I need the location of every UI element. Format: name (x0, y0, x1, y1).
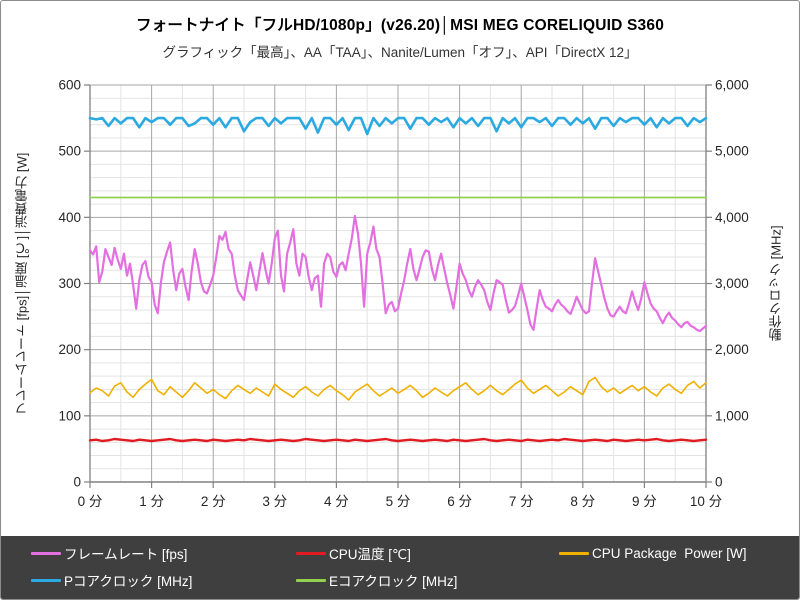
tick-label: 1,000 (715, 408, 749, 423)
legend-label: フレームレート [fps] (64, 547, 188, 562)
tick-label: 0 (73, 475, 81, 490)
y-left-tick-labels: 0 100 200 300 400 500 600 (58, 78, 81, 490)
tick-label: 600 (58, 78, 81, 93)
y-right-tick-labels: 0 1,000 2,000 3,000 4,000 5,000 6,000 (715, 78, 749, 490)
legend-label: CPU Package Power [W] (592, 545, 747, 561)
chart-subtitle: グラフィック「最高」、AA「TAA」、Nanite/Lumen「オフ」、API「… (162, 45, 638, 60)
tick-label: 500 (58, 144, 81, 159)
tick-label: 2,000 (715, 342, 749, 357)
legend-label: CPU温度 [℃] (329, 547, 411, 562)
tick-label: 100 (58, 408, 81, 423)
tick-label: 9 分 (632, 494, 657, 509)
tick-label: 400 (58, 210, 81, 225)
legend-label: Eコアクロック [MHz] (329, 574, 458, 589)
series-line-3 (88, 116, 708, 136)
legend-item-framerate: フレームレート [fps] (31, 545, 188, 562)
tick-label: 2 分 (201, 494, 226, 509)
tick-label: 300 (58, 276, 81, 291)
series-line-1 (88, 437, 708, 443)
ecore-clock-line-swatch (296, 578, 326, 582)
legend-label: Pコアクロック [MHz] (64, 574, 193, 589)
legend-item-cpu-temp: CPU温度 [℃] (296, 545, 411, 562)
axis-ticks (84, 84, 712, 488)
series-line-2 (89, 376, 707, 401)
series-lines (88, 116, 708, 443)
legend-item-ecore-clock: Eコアクロック [MHz] (296, 572, 458, 589)
tick-label: 4 分 (324, 494, 349, 509)
cpu-power-line-swatch (559, 551, 589, 555)
legend-item-cpu-power: CPU Package Power [W] (559, 545, 747, 561)
tick-label: 0 分 (78, 494, 103, 509)
pcore-clock-line-swatch (31, 578, 61, 582)
framerate-line-swatch (31, 551, 61, 555)
tick-label: 200 (58, 342, 81, 357)
tick-label: 10 分 (690, 494, 722, 509)
chart-title: フォートナイト「フルHD/1080p」(v26.20)│MSI MEG CORE… (135, 17, 665, 34)
tick-label: 6 分 (447, 494, 472, 509)
series-line-0 (88, 214, 708, 333)
tick-label: 0 (715, 475, 723, 490)
tick-label: 6,000 (715, 78, 749, 93)
tick-label: 5 分 (386, 494, 411, 509)
y-right-axis-title: 動作クロック [MHz] (768, 225, 784, 342)
x-tick-labels: 0 分 1 分 2 分 3 分 4 分 5 分 6 分 7 分 8 分 9 分 10 分 (78, 494, 723, 509)
tick-label: 8 分 (570, 494, 595, 509)
tick-label: 4,000 (715, 210, 749, 225)
major-gridlines (90, 84, 706, 482)
y-left-axis-title: フレームレート [fps]│温度 [℃]│消費電力 [W] (14, 152, 30, 415)
tick-label: 3,000 (715, 276, 749, 291)
legend-item-pcore-clock: Pコアクロック [MHz] (31, 572, 193, 589)
tick-label: 3 分 (262, 494, 287, 509)
tick-label: 5,000 (715, 144, 749, 159)
tick-label: 7 分 (509, 494, 534, 509)
cpu-temp-line-swatch (296, 551, 326, 555)
legend: フレームレート [fps] CPU温度 [℃] CPU Package Powe… (1, 536, 799, 599)
tick-label: 1 分 (139, 494, 164, 509)
